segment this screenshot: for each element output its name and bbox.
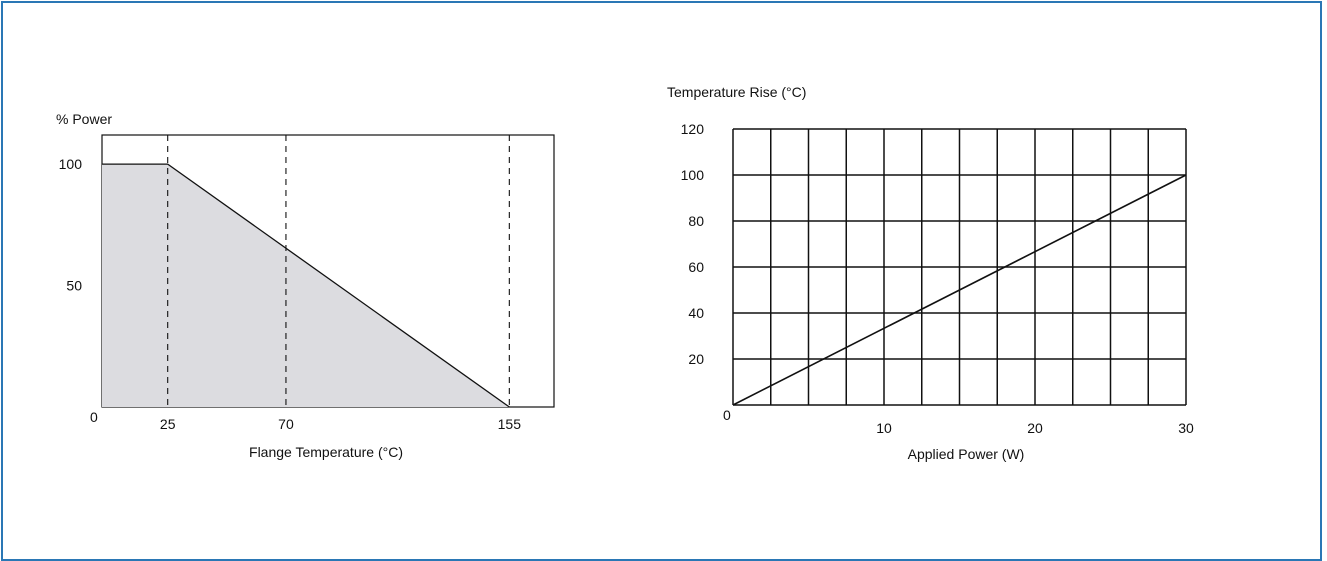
chart2-x-tick-label: 30 <box>1178 420 1194 436</box>
chart2-y-tick-label: 60 <box>688 259 704 275</box>
chart1-x-tick-label: 70 <box>278 416 294 432</box>
chart1-y-tick-label: 100 <box>59 156 83 172</box>
chart1-origin-label: 0 <box>90 409 98 425</box>
chart2-ylabel: Temperature Rise (°C) <box>667 84 806 100</box>
chart1-ylabel: % Power <box>56 111 112 127</box>
chart1-x-tick-label: 25 <box>160 416 176 432</box>
chart2-origin-label: 0 <box>723 407 731 423</box>
chart2-series-line <box>732 174 1187 406</box>
chart1-y-tick-label: 50 <box>66 278 82 294</box>
chart2-x-tick-label: 20 <box>1027 420 1043 436</box>
chart2-y-tick-label: 40 <box>688 305 704 321</box>
chart2-y-tick-label: 100 <box>681 167 705 183</box>
chart1-series-line <box>102 163 510 408</box>
chart2-y-tick-label: 120 <box>681 121 705 137</box>
chart2-y-tick-label: 20 <box>688 351 704 367</box>
chart1-area-fill <box>102 164 510 407</box>
chart2-y-tick-label: 80 <box>688 213 704 229</box>
chart1-xlabel: Flange Temperature (°C) <box>249 444 403 460</box>
chart2-x-tick-label: 10 <box>876 420 892 436</box>
power-derating-chart: % Power Flange Temperature (°C) 0 25 70 15… <box>56 111 555 460</box>
chart2-xlabel: Applied Power (W) <box>908 446 1025 462</box>
temperature-rise-chart: Temperature Rise (°C) Applied Power (W) … <box>667 84 1194 462</box>
chart1-x-tick-label: 155 <box>498 416 522 432</box>
